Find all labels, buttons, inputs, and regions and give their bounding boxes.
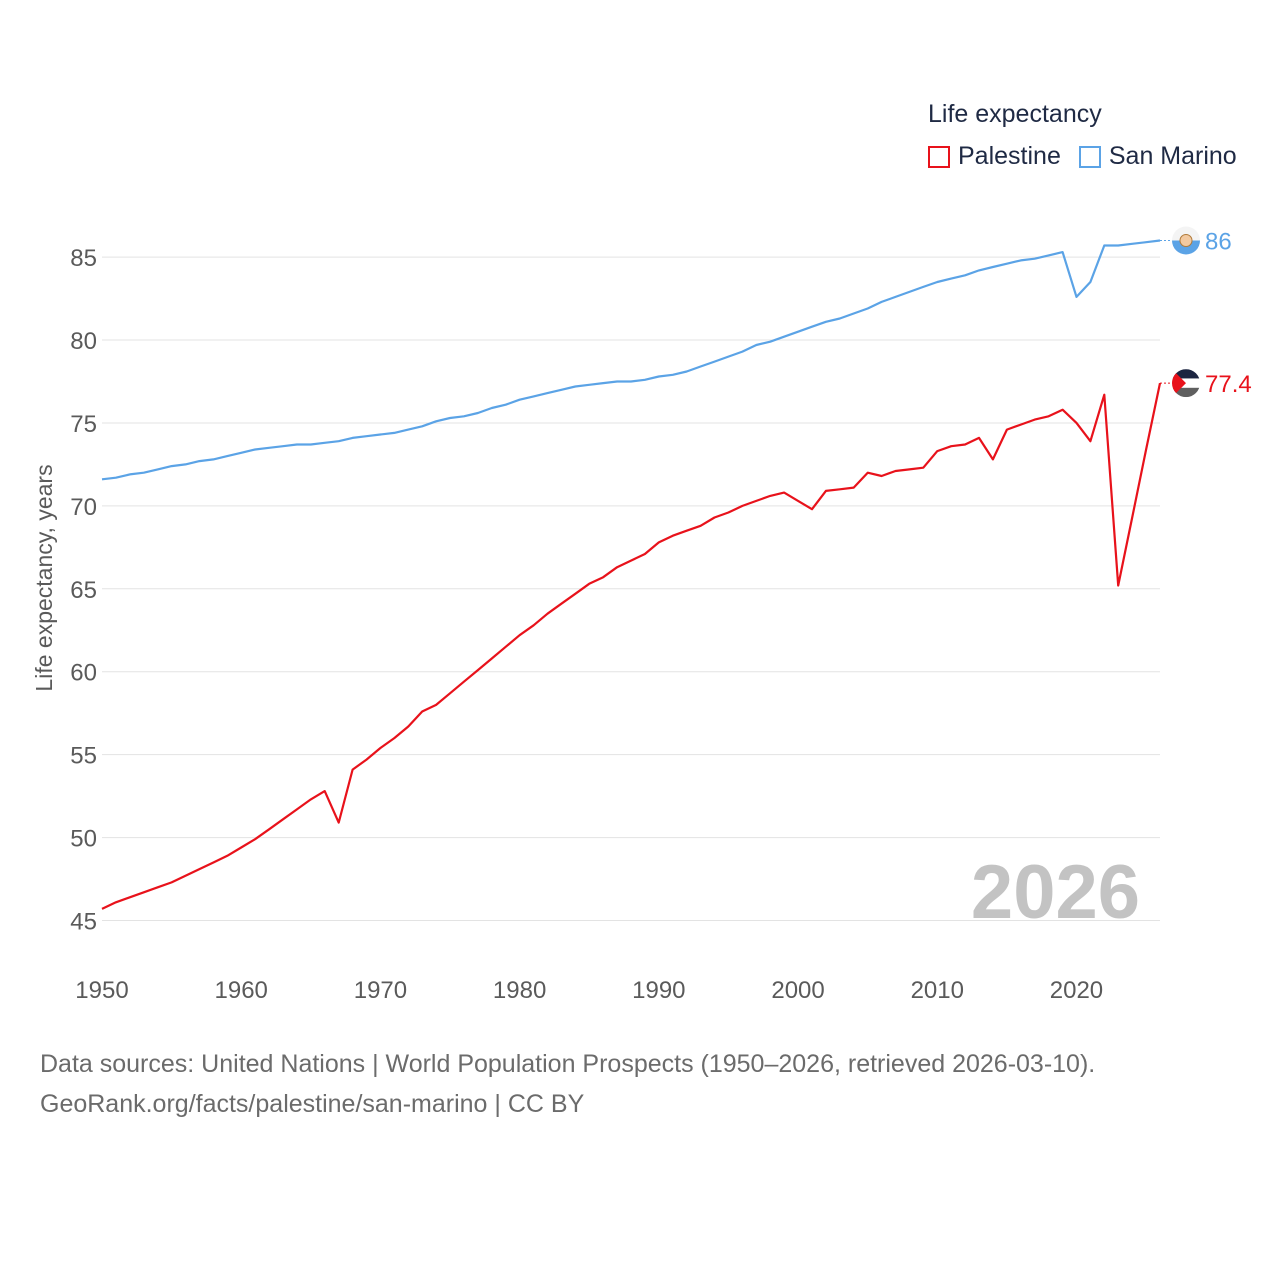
big-year-label: 2026 (971, 850, 1140, 935)
legend-title: Life expectancy (928, 100, 1102, 128)
x-tick-1980: 1980 (493, 977, 546, 1004)
palestine-flag-icon (1172, 369, 1200, 398)
footer: Data sources: United Nations | World Pop… (40, 1044, 1095, 1124)
y-tick-75: 75 (70, 411, 97, 438)
x-tick-1990: 1990 (632, 977, 685, 1004)
end-label-san-marino: 86 (1205, 229, 1232, 256)
y-tick-45: 45 (70, 909, 97, 936)
x-tick-2000: 2000 (771, 977, 824, 1004)
series-line-san-marino (101, 239, 1161, 481)
x-tick-2010: 2010 (911, 977, 964, 1004)
san-marino-swatch (1078, 145, 1101, 168)
y-tick-70: 70 (70, 494, 97, 521)
series-line-palestine (101, 382, 1162, 910)
y-axis-label: Life expectancy, years (31, 464, 57, 691)
x-tick-1950: 1950 (75, 977, 128, 1004)
x-tick-1970: 1970 (354, 977, 407, 1004)
y-tick-85: 85 (70, 245, 97, 272)
legend-item-san-marino[interactable]: San Marino (1078, 142, 1237, 171)
y-tick-65: 65 (70, 577, 97, 604)
palestine-swatch (928, 145, 950, 168)
end-markers: 86 77.4 (1160, 226, 1252, 398)
data-source-text: Data sources: United Nations | World Pop… (40, 1050, 1096, 1078)
y-tick-labels: 45 50 55 60 65 70 75 80 85 (70, 245, 97, 935)
y-tick-50: 50 (70, 826, 97, 853)
legend: Palestine San Marino (928, 142, 1255, 171)
x-tick-labels: 1950 1960 1970 1980 1990 2000 2010 2020 (75, 977, 1103, 1004)
x-tick-2020: 2020 (1050, 977, 1103, 1004)
y-tick-55: 55 (70, 743, 97, 770)
grid-lines (102, 256, 1160, 921)
legend-label-palestine: Palestine (958, 142, 1061, 170)
legend-item-palestine[interactable]: Palestine (928, 142, 1061, 171)
series-lines (101, 239, 1162, 910)
end-label-palestine: 77.4 (1205, 371, 1252, 398)
san-marino-flag-icon (1172, 226, 1200, 255)
x-tick-1960: 1960 (215, 977, 268, 1004)
y-tick-60: 60 (70, 660, 97, 687)
source-url-text[interactable]: GeoRank.org/facts/palestine/san-marino |… (40, 1090, 585, 1118)
y-tick-80: 80 (70, 328, 97, 355)
legend-label-san-marino: San Marino (1108, 142, 1237, 170)
